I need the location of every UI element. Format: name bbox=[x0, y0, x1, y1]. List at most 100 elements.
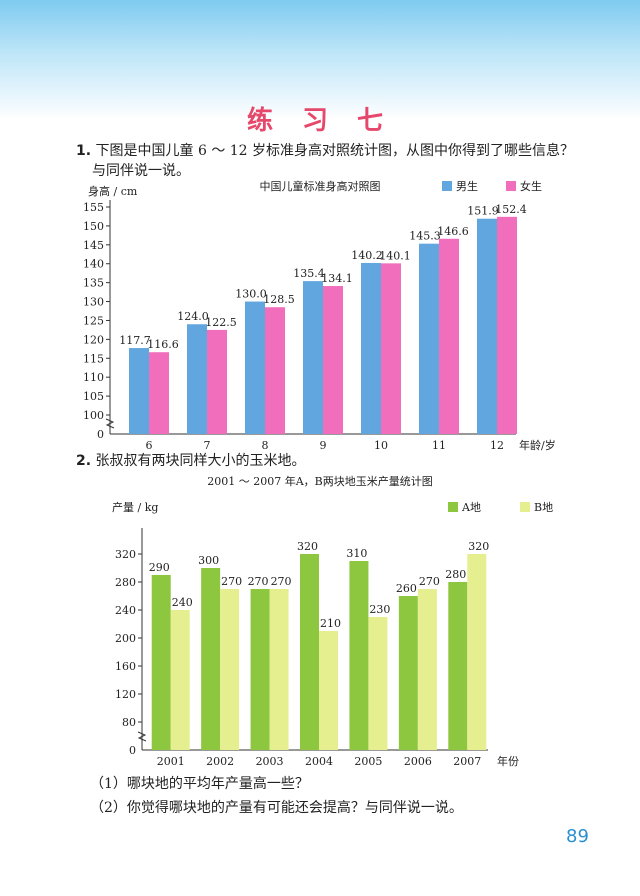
chart1-y-tick-label: 130 bbox=[83, 296, 104, 309]
chart1-y-tick-label: 125 bbox=[83, 314, 104, 327]
chart1-data-label: 151.9 bbox=[467, 205, 499, 218]
chart1-bar bbox=[419, 243, 439, 434]
chart2-bar bbox=[201, 568, 221, 750]
chart2-data-label: 260 bbox=[396, 582, 417, 595]
chart1-x-tick-label: 6 bbox=[146, 439, 153, 452]
chart2-x-tick-label: 2002 bbox=[206, 755, 234, 768]
chart1-legend-label: 男生 bbox=[456, 179, 478, 193]
chart1-y-tick-label: 140 bbox=[83, 258, 104, 271]
question-2: 2. 张叔叔有两块同样大小的玉米地。 bbox=[76, 451, 306, 471]
chart1-data-label: 140.1 bbox=[379, 249, 411, 262]
chart1-axis-break bbox=[105, 418, 115, 429]
chart1-bar bbox=[477, 218, 497, 434]
chart1-legend-label: 女生 bbox=[520, 179, 542, 193]
question-2-number: 2. bbox=[76, 453, 92, 469]
chart1-data-label: 134.1 bbox=[321, 272, 353, 285]
chart1-ylabel: 身高 / cm bbox=[88, 184, 138, 198]
question-2-sub1: （1）哪块地的平均年产量高一些？ bbox=[90, 776, 309, 792]
chart1-x-tick-label: 9 bbox=[320, 439, 327, 452]
chart1-y-tick-label: 0 bbox=[97, 428, 104, 441]
chart2-bar bbox=[368, 617, 388, 750]
chart1-x-tick-label: 7 bbox=[204, 439, 211, 452]
chart2-x-tick-label: 2005 bbox=[354, 755, 382, 768]
chart1-bar bbox=[187, 324, 207, 434]
chart2-bar bbox=[349, 561, 369, 750]
chart1-bar bbox=[207, 329, 227, 434]
chart2-legend-swatch bbox=[520, 502, 530, 512]
chart2-data-label: 320 bbox=[297, 540, 318, 553]
chart2-y-tick-label: 320 bbox=[115, 548, 136, 561]
chart2-legend-label: A地 bbox=[461, 501, 481, 514]
chart1-x-tick-label: 12 bbox=[490, 439, 504, 452]
chart2-bar bbox=[250, 589, 270, 750]
chart1-data-label: 130.0 bbox=[235, 288, 267, 301]
question-2-sub2: （2）你觉得哪块地的产量有可能还会提高？与同伴说一说。 bbox=[90, 800, 463, 816]
chart2-data-label: 240 bbox=[172, 596, 193, 609]
question-2-text: 张叔叔有两块同样大小的玉米地。 bbox=[95, 453, 306, 469]
question-1-line2: 与同伴说一说。 bbox=[92, 163, 190, 179]
chart1-data-label: 152.4 bbox=[495, 203, 527, 216]
chart1-y-tick-label: 120 bbox=[83, 333, 104, 346]
chart1-y-tick-label: 100 bbox=[83, 409, 104, 422]
chart2-title: 2001 ～ 2007 年A，B两块地玉米产量统计图 bbox=[207, 474, 433, 488]
chart1-y-tick-label: 155 bbox=[83, 201, 104, 214]
chart2-y-tick-label: 0 bbox=[129, 744, 136, 757]
chart2-legend-swatch bbox=[448, 502, 458, 512]
chart1-legend-swatch bbox=[506, 181, 516, 191]
chart2-data-label: 270 bbox=[271, 575, 292, 588]
chart1-bar bbox=[439, 238, 459, 434]
chart2-ylabel: 产量 / kg bbox=[112, 500, 158, 514]
chart1-y-tick-label: 145 bbox=[83, 239, 104, 252]
chart1-y-tick-label: 105 bbox=[83, 390, 104, 403]
chart2-data-label: 270 bbox=[248, 575, 269, 588]
chart2-bar bbox=[220, 589, 240, 750]
page-number: 89 bbox=[566, 826, 589, 847]
chart2-bar bbox=[170, 610, 190, 750]
chart2-bar bbox=[467, 554, 487, 750]
chart2-data-label: 230 bbox=[369, 603, 390, 616]
chart1-bar bbox=[497, 216, 517, 434]
chart1-data-label: 135.4 bbox=[293, 267, 325, 280]
chart2-y-tick-label: 280 bbox=[115, 576, 136, 589]
chart2-data-label: 320 bbox=[468, 540, 489, 553]
chart2-x-tick-label: 2006 bbox=[404, 755, 432, 768]
header-band bbox=[0, 0, 640, 120]
question-1: 1. 下图是中国儿童 6 ～ 12 岁标准身高对照统计图，从图中你得到了哪些信息… bbox=[76, 141, 574, 181]
chart1-data-label: 117.7 bbox=[119, 334, 151, 347]
chart1-y-tick-label: 135 bbox=[83, 277, 104, 290]
chart1-data-label: 146.6 bbox=[437, 225, 469, 238]
question-1-number: 1. bbox=[76, 143, 92, 159]
chart2-x-tick-label: 2004 bbox=[305, 755, 333, 768]
chart2-x-tick-label: 2003 bbox=[256, 755, 284, 768]
chart2-bar bbox=[398, 596, 418, 750]
chart1-x-tick-label: 11 bbox=[432, 439, 446, 452]
chart2-x-tick-label: 2007 bbox=[453, 755, 481, 768]
chart1-bar bbox=[303, 281, 323, 434]
chart2-xlabel: 年份 bbox=[497, 754, 519, 768]
question-1-line1: 下图是中国儿童 6 ～ 12 岁标准身高对照统计图，从图中你得到了哪些信息？ bbox=[95, 143, 575, 159]
chart2-data-label: 270 bbox=[221, 575, 242, 588]
chart1-data-label: 116.6 bbox=[147, 338, 179, 351]
chart2-bar bbox=[269, 589, 289, 750]
chart2-axis-break bbox=[137, 731, 147, 742]
chart1-title: 中国儿童标准身高对照图 bbox=[260, 179, 381, 193]
chart2-legend-label: B地 bbox=[534, 501, 553, 514]
chart2-data-label: 280 bbox=[445, 568, 466, 581]
chart1-bar bbox=[381, 263, 401, 434]
chart1-bar bbox=[265, 307, 285, 434]
chart1-bar bbox=[129, 348, 149, 434]
chart1-data-label: 140.2 bbox=[351, 249, 383, 262]
chart1-bar bbox=[245, 301, 265, 434]
chart1-bar bbox=[149, 352, 169, 434]
chart2-y-tick-label: 120 bbox=[115, 688, 136, 701]
chart1-y-tick-label: 110 bbox=[83, 371, 104, 384]
chart1-data-label: 145.3 bbox=[409, 230, 441, 243]
chart2-bar bbox=[300, 554, 319, 750]
chart2-y-tick-label: 160 bbox=[115, 660, 136, 673]
chart1-data-label: 124.0 bbox=[177, 310, 209, 323]
chart2-data-label: 310 bbox=[346, 547, 367, 560]
chart1-x-tick-label: 8 bbox=[262, 439, 269, 452]
chart2-bar bbox=[151, 575, 171, 750]
chart1-bar bbox=[323, 286, 343, 434]
